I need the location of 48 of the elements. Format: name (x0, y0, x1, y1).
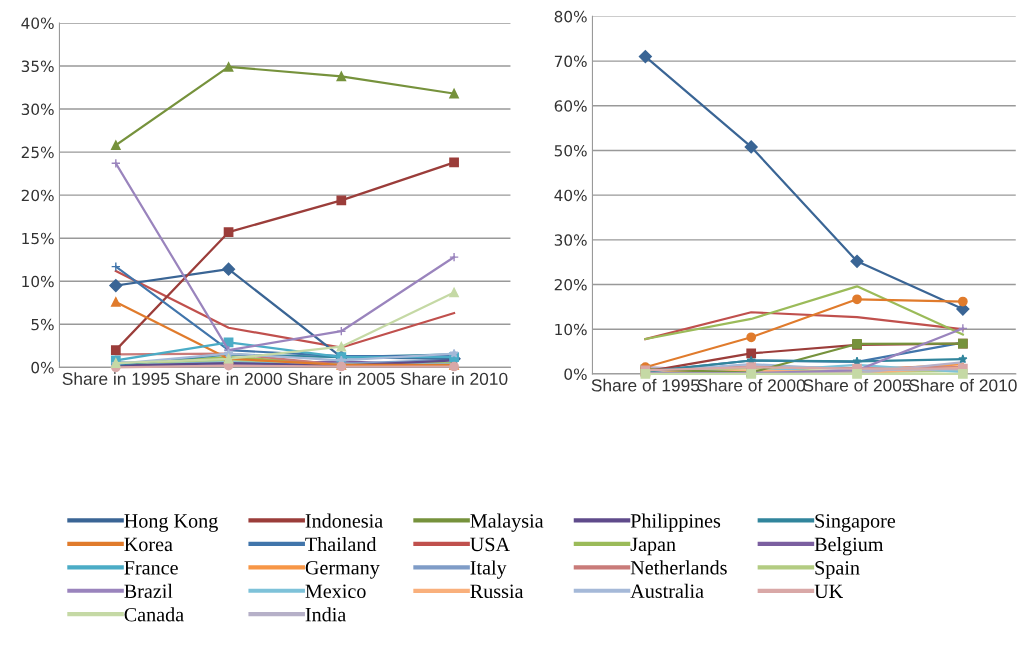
y-tick-label: 20% (554, 279, 587, 291)
legend-label: France (124, 561, 178, 575)
y-tick-label: 70% (554, 55, 587, 68)
legend-label: Thailand (305, 536, 377, 552)
y-tick-label: 50% (554, 144, 587, 157)
legend-label: Brazil (124, 583, 173, 599)
y-tick-label: 35% (21, 60, 54, 73)
legend-label: Korea (124, 537, 173, 552)
legend-label: Italy (470, 560, 507, 579)
legend-label: Singapore (815, 514, 896, 532)
x-tick-label: Share of 2005 (803, 378, 911, 392)
x-tick-label: Share of 2000 (697, 378, 806, 392)
x-tick-label: Share in 2005 (288, 372, 395, 385)
y-tick-label: 25% (21, 146, 54, 159)
legend-label: Japan (630, 537, 676, 556)
y-tick-label: 60% (554, 100, 587, 112)
legend-label: Mexico (305, 584, 366, 599)
y-tick-label: 0% (31, 361, 54, 374)
y-tick-label: 40% (21, 17, 54, 29)
legend-label: Indonesia (305, 513, 383, 528)
x-tick-label: Share in 2010 (400, 372, 508, 385)
legend-label: Hong Kong (124, 514, 218, 532)
legend-label: India (305, 607, 346, 622)
y-tick-label: 10% (555, 323, 587, 336)
legend-label: UK (814, 584, 843, 599)
y-tick-label: 15% (22, 232, 54, 245)
x-tick-label: Share of 2010 (909, 378, 1017, 392)
y-tick-label: 5% (31, 318, 54, 331)
y-tick-label: 40% (554, 189, 587, 202)
y-tick-label: 80% (554, 10, 587, 23)
legend-label: USA (470, 537, 510, 552)
x-tick-label: Share in 2000 (175, 372, 282, 385)
y-tick-label: 0% (564, 368, 587, 380)
legend-label: Germany (305, 561, 380, 579)
legend-label: Russia (470, 584, 524, 599)
legend-label: Malaysia (470, 513, 544, 532)
legend-label: Philippines (630, 513, 721, 532)
legend-label: Belgium (814, 537, 884, 556)
x-tick-label: Share in 1995 (62, 372, 170, 385)
x-tick-label: Share of 1995 (591, 378, 700, 392)
y-tick-label: 30% (21, 103, 54, 116)
y-tick-label: 20% (21, 189, 54, 202)
y-tick-label: 10% (22, 275, 54, 288)
legend-label: Netherlands (630, 560, 727, 575)
legend-label: Spain (815, 561, 860, 579)
y-tick-label: 30% (554, 234, 587, 246)
legend-label: Australia (630, 583, 704, 598)
legend-label: Canada (124, 607, 184, 622)
